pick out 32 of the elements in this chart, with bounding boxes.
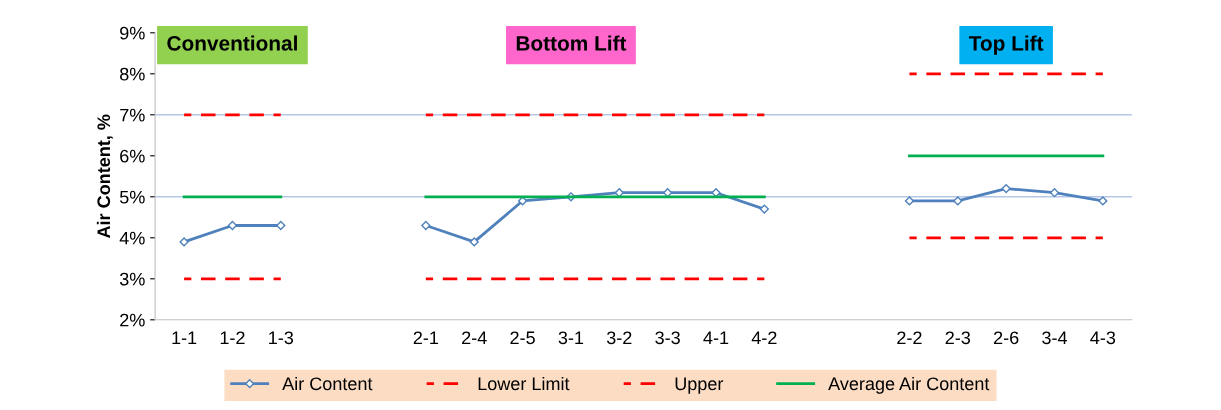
x-tick-label: 2-1 — [413, 331, 439, 344]
legend-label: Air Content — [282, 376, 373, 391]
x-tick-label: 4-3 — [1090, 331, 1116, 345]
x-tick-label: 1-1 — [172, 331, 197, 344]
x-tick-label: 1-3 — [269, 331, 294, 345]
x-tick-label: 2-4 — [462, 331, 487, 344]
y-tick-label: 9% — [120, 26, 145, 40]
legend-label: Average Air Content — [828, 376, 990, 394]
y-tick-label: 5% — [119, 190, 145, 204]
y-tick-label: 2% — [120, 313, 145, 327]
y-tick-label: 8% — [120, 67, 145, 81]
x-tick-label: 2-3 — [945, 331, 971, 345]
x-tick-label: 3-2 — [606, 331, 632, 345]
y-tick-label: 4% — [119, 231, 145, 245]
annotation: Bottom Lift — [516, 35, 627, 51]
x-tick-label: 4-1 — [703, 331, 729, 344]
x-tick-label: 3-3 — [655, 331, 680, 345]
x-tick-label: 1-2 — [220, 331, 245, 344]
legend-label: Upper — [675, 377, 724, 394]
x-tick-label: 2-6 — [994, 331, 1019, 345]
y-axis-title: Air Content, % — [96, 114, 113, 239]
y-tick-label: 6% — [120, 149, 145, 163]
x-tick-label: 3-4 — [1042, 331, 1068, 345]
x-tick-label: 4-2 — [751, 331, 777, 344]
legend-label: Lower Limit — [478, 376, 570, 391]
x-tick-label: 2-2 — [897, 331, 922, 344]
y-tick-label: 7% — [120, 108, 145, 122]
annotation: Conventional — [167, 35, 297, 51]
x-tick-label: 3-1 — [558, 331, 584, 345]
annotation: Top Lift — [968, 35, 1044, 55]
y-tick-label: 3% — [119, 272, 145, 286]
x-tick-label: 2-5 — [510, 331, 535, 345]
